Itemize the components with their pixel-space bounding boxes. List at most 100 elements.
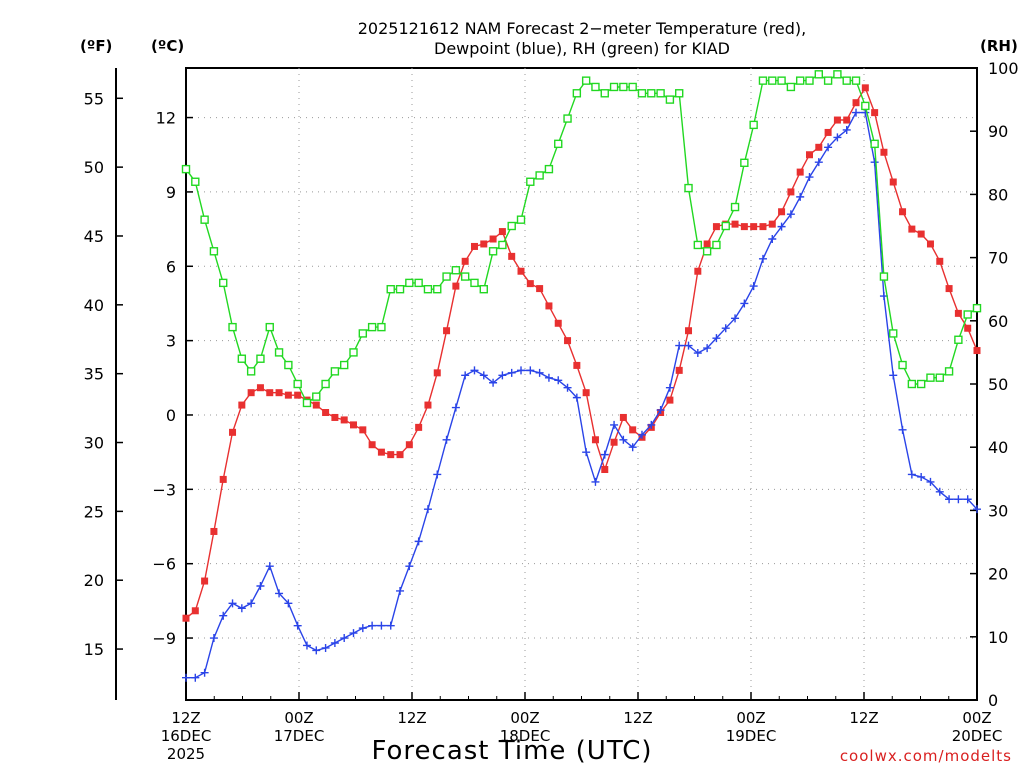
2-meter-temperature-point bbox=[266, 389, 274, 397]
2-meter-temperature-series bbox=[182, 84, 981, 622]
rh-point bbox=[647, 89, 656, 98]
2-meter-temperature-point bbox=[964, 324, 972, 332]
rh-point bbox=[740, 158, 749, 168]
rh-point bbox=[963, 310, 972, 319]
dewpoint-point bbox=[889, 371, 898, 380]
dewpoint-point bbox=[610, 420, 619, 429]
rh-tick-label: 20 bbox=[988, 565, 1008, 584]
rh-point bbox=[870, 139, 879, 149]
rh-point bbox=[628, 82, 637, 92]
2-meter-temperature-point bbox=[405, 441, 413, 449]
dewpoint-point bbox=[665, 383, 674, 392]
2-meter-temperature-point bbox=[731, 220, 739, 228]
rh-point bbox=[209, 247, 219, 256]
dewpoint-point bbox=[489, 378, 498, 387]
2-meter-temperature-point bbox=[219, 475, 227, 483]
rh-point bbox=[442, 272, 451, 281]
celsius-tick-label: 0 bbox=[166, 406, 176, 425]
fahrenheit-tick-label: 50 bbox=[84, 158, 104, 177]
dewpoint-point bbox=[731, 314, 740, 323]
rh-point bbox=[619, 82, 628, 92]
dewpoint-point bbox=[554, 376, 563, 385]
rh-tick-label: 100 bbox=[988, 59, 1019, 78]
dewpoint-point bbox=[396, 586, 405, 595]
2-meter-temperature-point bbox=[424, 401, 432, 409]
2-meter-temperature-point bbox=[908, 225, 916, 233]
rh-line bbox=[185, 73, 978, 405]
rh-point bbox=[395, 285, 405, 294]
2-meter-temperature-point bbox=[861, 84, 869, 92]
2-meter-temperature-point bbox=[852, 99, 860, 107]
rh-point bbox=[851, 76, 861, 85]
2-meter-temperature-point bbox=[694, 267, 702, 275]
rh-point bbox=[181, 164, 191, 174]
rh-point bbox=[544, 164, 554, 174]
2-meter-temperature-point bbox=[899, 208, 907, 216]
2-meter-temperature-point bbox=[703, 240, 711, 248]
rh-point bbox=[926, 373, 935, 382]
2-meter-temperature-point bbox=[601, 466, 609, 474]
dewpoint-point bbox=[963, 495, 972, 504]
rh-point bbox=[572, 89, 582, 98]
rh-point bbox=[721, 221, 730, 231]
2-meter-temperature-point bbox=[284, 391, 292, 399]
dewpoint-point bbox=[368, 621, 377, 630]
dewpoint-point bbox=[275, 589, 284, 598]
2-meter-temperature-point bbox=[275, 389, 283, 397]
time-tick-label: 12Z bbox=[171, 709, 200, 727]
rh-point bbox=[256, 354, 265, 363]
fahrenheit-tick-label: 35 bbox=[84, 365, 104, 384]
2-meter-temperature-point bbox=[452, 282, 460, 290]
rh-point bbox=[488, 247, 498, 256]
rh-point bbox=[284, 360, 293, 370]
fahrenheit-tick-label: 20 bbox=[84, 571, 104, 590]
2-meter-temperature-point bbox=[201, 577, 209, 585]
rh-point bbox=[498, 240, 507, 250]
celsius-unit-label: (ºC) bbox=[151, 37, 184, 55]
2-meter-temperature-point bbox=[917, 230, 925, 238]
rh-point bbox=[377, 322, 386, 332]
2-meter-temperature-point bbox=[945, 285, 953, 293]
rh-point bbox=[935, 373, 944, 382]
dewpoint-point bbox=[749, 282, 758, 291]
rh-point bbox=[777, 76, 786, 85]
rh-series bbox=[181, 70, 982, 408]
rh-point bbox=[219, 278, 228, 288]
time-tick-label: 2025 bbox=[167, 745, 205, 763]
chart-title-line2: Dewpoint (blue), RH (green) for KIAD bbox=[434, 39, 730, 58]
dewpoint-point bbox=[302, 641, 311, 650]
rh-point bbox=[405, 278, 414, 288]
dewpoint-point bbox=[647, 420, 656, 429]
dewpoint-point bbox=[191, 673, 200, 682]
rh-point bbox=[507, 221, 516, 231]
grid-lines bbox=[186, 68, 977, 700]
fahrenheit-axis: 55 50 45 40 35 30 25 20 15 bbox=[84, 89, 123, 659]
series-layer bbox=[181, 70, 982, 682]
rh-point bbox=[805, 76, 814, 85]
dewpoint-line bbox=[186, 111, 978, 679]
2-meter-temperature-point bbox=[796, 168, 804, 176]
celsius-tick-label: 6 bbox=[166, 257, 176, 276]
rh-point bbox=[758, 76, 768, 85]
dewpoint-point bbox=[433, 470, 442, 479]
dewpoint-point bbox=[758, 254, 767, 263]
dewpoint-point bbox=[535, 368, 544, 377]
rh-tick-label: 30 bbox=[988, 501, 1008, 520]
dewpoint-point bbox=[228, 599, 237, 608]
dewpoint-point bbox=[451, 403, 460, 412]
dewpoint-point bbox=[684, 341, 693, 350]
2-meter-temperature-point bbox=[675, 366, 683, 374]
dewpoint-point bbox=[414, 537, 423, 546]
rh-point bbox=[516, 215, 526, 224]
dewpoint-point bbox=[628, 443, 637, 452]
time-tick-label: 00Z bbox=[962, 709, 991, 727]
fahrenheit-tick-label: 45 bbox=[84, 227, 104, 246]
rh-point bbox=[200, 215, 209, 224]
2-meter-temperature-point bbox=[312, 401, 320, 409]
2-meter-temperature-point bbox=[340, 416, 348, 424]
2-meter-temperature-point bbox=[247, 389, 255, 397]
time-tick-label: 19DEC bbox=[726, 727, 777, 745]
fahrenheit-tick-label: 30 bbox=[84, 434, 104, 453]
2-meter-temperature-point bbox=[843, 116, 851, 124]
